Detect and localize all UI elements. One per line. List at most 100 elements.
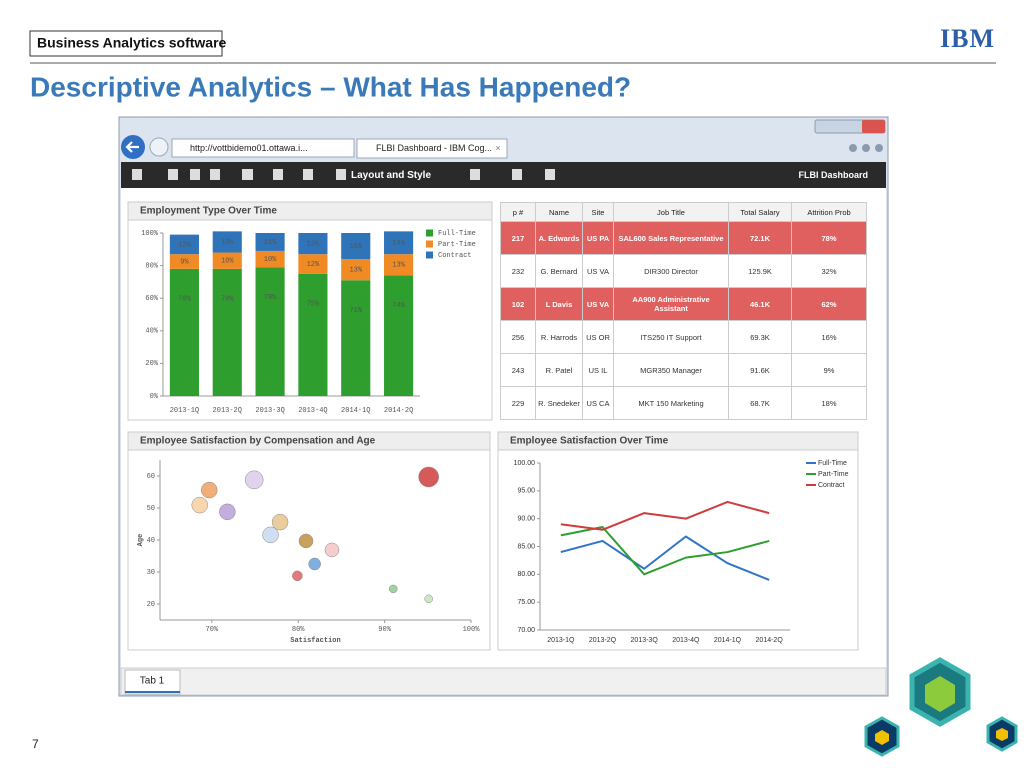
- close-button[interactable]: [862, 120, 885, 133]
- y-tick-label: 80.00: [517, 571, 535, 578]
- y-tick-label: 40: [147, 537, 155, 545]
- toolbar-icon[interactable]: [303, 169, 313, 180]
- toolbar-icons: [132, 169, 555, 180]
- x-tick-label: 80%: [292, 626, 305, 634]
- x-tick-label: 2013-1Q: [547, 637, 575, 644]
- data-label: 12%: [178, 241, 191, 249]
- panel-title: Employee Satisfaction by Compensation an…: [140, 436, 376, 447]
- y-tick-label: 40%: [145, 328, 158, 336]
- toolbar-icon[interactable]: [336, 169, 346, 180]
- data-label: 78%: [221, 296, 234, 304]
- table-cell: 229: [500, 386, 536, 420]
- bar-segment: [341, 233, 371, 260]
- table-cell: 78%: [791, 221, 867, 255]
- bubble: [418, 466, 439, 488]
- toolbar-icon[interactable]: [470, 169, 480, 180]
- table-cell: AA900 Administrative Assistant: [613, 287, 729, 321]
- x-tick-label: 2013-3Q: [631, 637, 659, 644]
- bar-segment: [255, 250, 285, 268]
- line-series: [560, 500, 770, 531]
- table-cell: 102: [500, 287, 536, 321]
- y-tick-label: 70.00: [517, 627, 535, 634]
- data-label: 13%: [221, 239, 234, 247]
- table-cell: ITS250 IT Support: [613, 320, 729, 354]
- toolbar-layout[interactable]: Layout and Style: [351, 170, 431, 181]
- column-header[interactable]: p #: [500, 202, 536, 222]
- dashboard-tab[interactable]: [124, 669, 181, 695]
- x-tick-label: 2014-1Q: [341, 407, 370, 415]
- y-axis-title: Age: [137, 534, 145, 547]
- x-axis-title: Satisfaction: [290, 637, 340, 645]
- address-bar[interactable]: [171, 138, 355, 158]
- employee-table: p # Name Site Job Title Total Salary Attritio…: [500, 202, 867, 420]
- tab-close[interactable]: ×: [495, 143, 500, 153]
- line-series: [560, 535, 770, 581]
- column-header[interactable]: Total Salary: [728, 202, 792, 222]
- toolbar-icon[interactable]: [273, 169, 283, 180]
- bar-segment: [298, 233, 328, 255]
- table-row: 217 A. Edwards US PA SAL600 Sales Represent…: [500, 221, 867, 255]
- browser-tab[interactable]: [356, 138, 508, 159]
- panel-title: Employee Satisfaction Over Time: [510, 436, 669, 447]
- x-tick-label: 2013-3Q: [255, 407, 284, 415]
- toolbar-icon[interactable]: [190, 169, 200, 180]
- favorites-icon[interactable]: [862, 144, 870, 152]
- back-icon: [125, 141, 139, 153]
- y-tick-label: 90.00: [517, 516, 535, 523]
- column-header[interactable]: Site: [582, 202, 614, 222]
- toolbar-icon[interactable]: [168, 169, 178, 180]
- legend-label: Contract: [438, 252, 472, 260]
- table-cell: MKT 150 Marketing: [613, 386, 729, 420]
- address-text: http://vottbidemo01.ottawa.i...: [190, 143, 308, 153]
- legend-label: Part-Time: [438, 241, 476, 249]
- y-tick-label: 60: [147, 473, 155, 481]
- y-tick-label: 0%: [150, 393, 159, 401]
- y-tick-label: 60%: [145, 295, 158, 303]
- bar-segment: [298, 254, 328, 274]
- y-tick-label: 95.00: [517, 488, 535, 495]
- table-cell: US IL: [582, 353, 614, 387]
- x-tick-label: 2013-1Q: [170, 407, 199, 415]
- column-header[interactable]: Name: [535, 202, 583, 222]
- legend-swatch: [426, 251, 433, 259]
- decor: [864, 657, 1018, 757]
- toolbar-icon[interactable]: [132, 169, 142, 180]
- home-icon[interactable]: [849, 144, 857, 152]
- table-cell: 46.1K: [728, 287, 792, 321]
- bubble: [298, 533, 314, 549]
- toolbar-icon[interactable]: [210, 169, 220, 180]
- product-name: Business Analytics software: [37, 35, 227, 51]
- toolbar-icon[interactable]: [512, 169, 522, 180]
- data-label: 78%: [178, 296, 191, 304]
- toolbar-icon[interactable]: [242, 169, 253, 180]
- column-header[interactable]: Job Title: [613, 202, 729, 222]
- forward-button[interactable]: [149, 137, 169, 157]
- table-cell: R. Patel: [535, 353, 583, 387]
- bar-segment: [255, 267, 285, 396]
- table-cell: G. Bernard: [535, 254, 583, 288]
- data-label: 13%: [392, 262, 405, 270]
- table-cell: MGR350 Manager: [613, 353, 729, 387]
- column-header[interactable]: Attrition Prob: [791, 202, 867, 222]
- table-row: 232 G. Bernard US VA DIR300 Director 125.9K 3…: [500, 254, 867, 288]
- bubble: [191, 496, 208, 514]
- table-cell: 62%: [791, 287, 867, 321]
- bubble: [324, 542, 340, 558]
- bubble: [308, 557, 321, 571]
- legend-label: Part-Time: [818, 471, 849, 478]
- table-cell: 243: [500, 353, 536, 387]
- settings-icon[interactable]: [875, 144, 883, 152]
- tab-label: Tab 1: [140, 676, 165, 687]
- panel-header: [497, 431, 859, 451]
- bubble: [262, 526, 279, 544]
- bar-segment: [212, 268, 242, 396]
- data-label: 79%: [264, 294, 277, 302]
- table-cell: L Davis: [535, 287, 583, 321]
- toolbar-icon[interactable]: [545, 169, 555, 180]
- bar-segment: [169, 234, 199, 255]
- bubble: [292, 570, 303, 582]
- table-cell: SAL600 Sales Representative: [613, 221, 729, 255]
- toolbar-dashboard[interactable]: FLBI Dashboard: [798, 170, 868, 180]
- data-label: 74%: [392, 302, 405, 310]
